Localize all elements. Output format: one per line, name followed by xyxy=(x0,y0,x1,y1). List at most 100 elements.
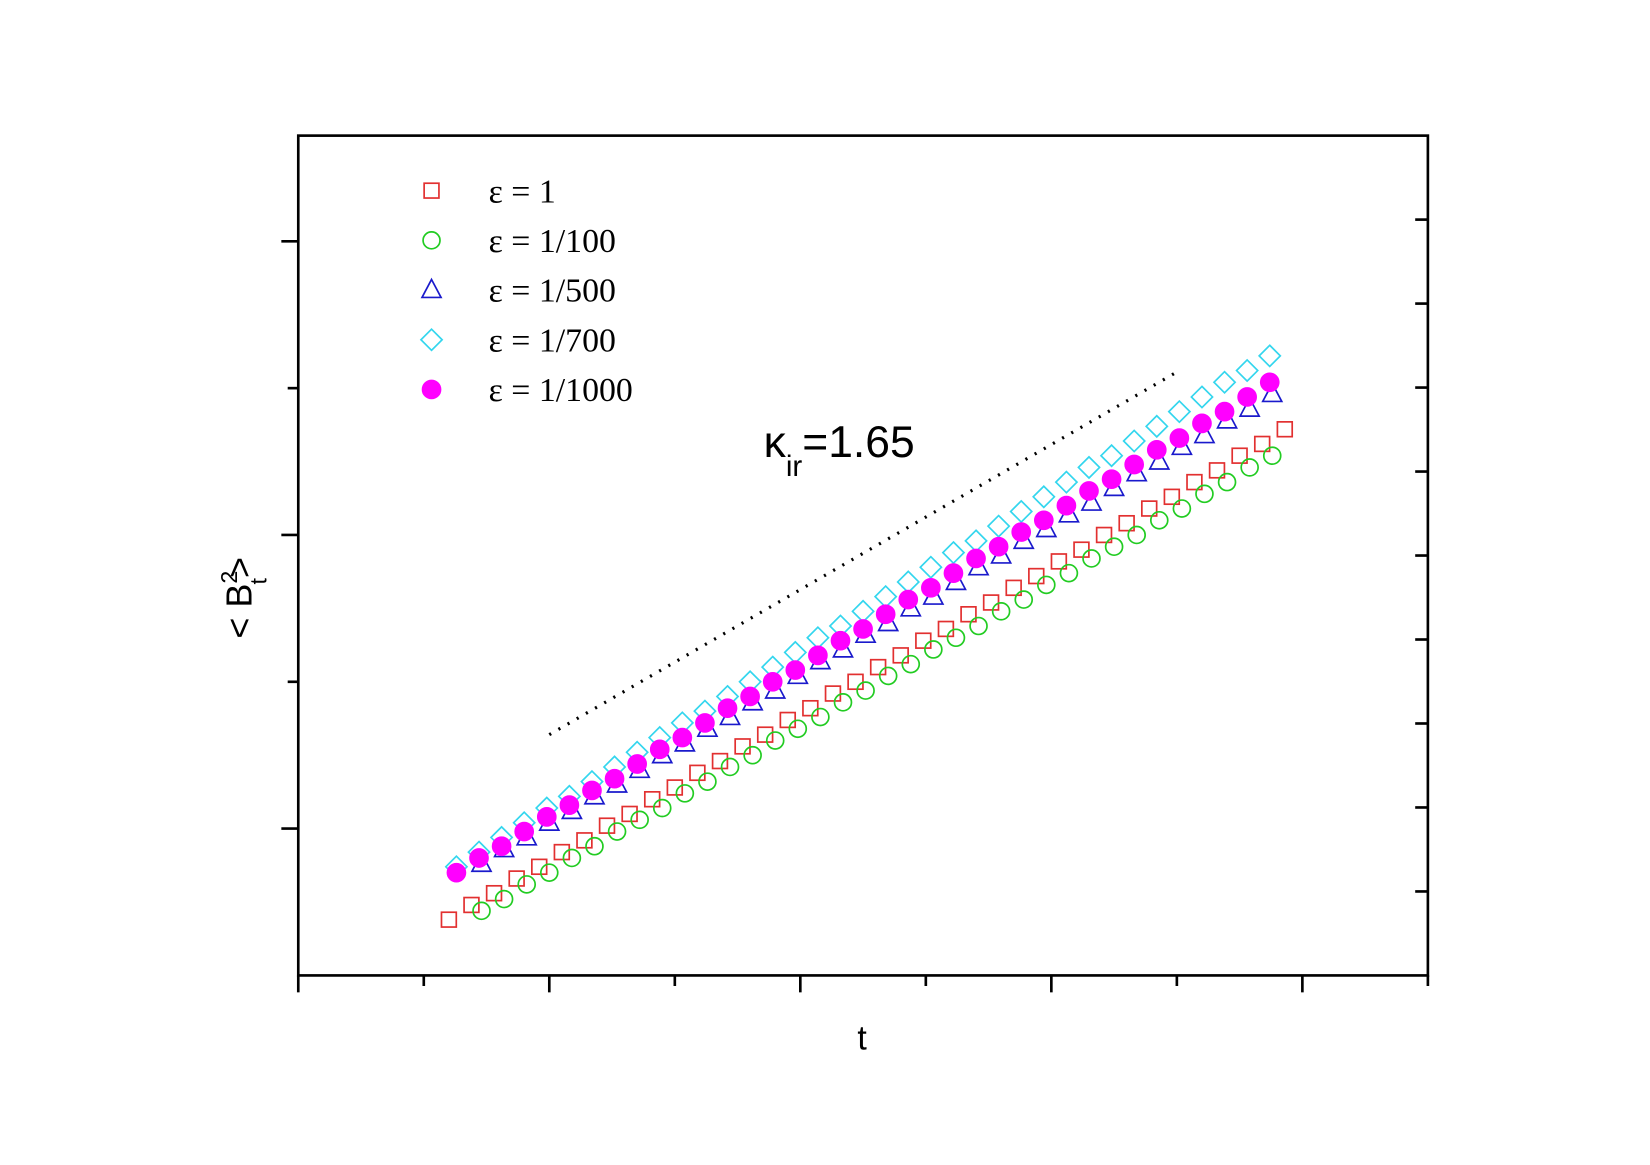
marker-square xyxy=(1276,421,1294,438)
marker-square xyxy=(869,658,887,676)
legend-marker xyxy=(422,231,441,250)
marker-triangle xyxy=(1148,449,1171,470)
annotation-text: =1.65 xyxy=(802,418,914,467)
marker-circle xyxy=(607,822,627,841)
marker-square xyxy=(1005,579,1022,597)
marker-circle xyxy=(517,875,537,894)
marker-circle xyxy=(698,772,717,791)
marker-filled-circle xyxy=(446,862,467,883)
marker-circle xyxy=(765,731,785,750)
marker-circle xyxy=(1172,499,1192,518)
marker-circle xyxy=(946,628,966,648)
marker-diamond xyxy=(1145,414,1169,439)
marker-diamond xyxy=(964,529,988,553)
marker-circle xyxy=(1217,472,1237,492)
marker-square xyxy=(553,843,571,861)
marker-circle xyxy=(494,889,514,909)
legend-label: ε = 1/100 xyxy=(489,223,616,260)
marker-square xyxy=(779,711,797,729)
marker-diamond xyxy=(919,555,943,580)
y-label-sub: t xyxy=(246,577,272,584)
marker-circle xyxy=(1037,575,1056,595)
marker-circle xyxy=(1104,537,1124,557)
marker-diamond xyxy=(1009,499,1033,524)
marker-square xyxy=(1118,514,1135,532)
marker-diamond xyxy=(896,570,921,594)
marker-triangle xyxy=(1261,381,1284,403)
marker-diamond xyxy=(851,599,875,624)
marker-circle xyxy=(1195,484,1214,504)
marker-circle xyxy=(652,798,672,818)
marker-circle xyxy=(788,719,808,739)
marker-square xyxy=(598,817,616,834)
marker-circle xyxy=(924,640,943,659)
marker-square xyxy=(440,911,458,928)
marker-square xyxy=(1163,488,1181,506)
marker-square xyxy=(1253,435,1271,453)
marker-circle xyxy=(562,848,582,868)
marker-filled-circle xyxy=(785,660,806,680)
marker-square xyxy=(1186,473,1203,491)
marker-square xyxy=(576,832,593,849)
legend-label: ε = 1/500 xyxy=(489,273,616,310)
marker-circle xyxy=(630,810,649,830)
marker-square xyxy=(892,647,909,664)
marker-circle xyxy=(585,836,604,856)
marker-square xyxy=(689,764,706,782)
marker-circle xyxy=(743,745,762,765)
marker-filled-circle xyxy=(740,686,760,707)
marker-circle xyxy=(811,707,830,727)
marker-filled-circle xyxy=(1192,413,1212,434)
marker-circle xyxy=(856,681,875,700)
marker-circle xyxy=(1149,510,1169,530)
marker-square xyxy=(1208,462,1226,479)
marker-square xyxy=(1050,553,1068,570)
marker-diamond xyxy=(806,625,830,650)
legend-marker xyxy=(420,277,443,299)
x-axis-label: t xyxy=(857,1019,867,1057)
marker-square xyxy=(485,884,503,902)
y-label-left: < B xyxy=(219,584,260,639)
marker-filled-circle xyxy=(649,739,670,760)
marker-square xyxy=(802,699,819,717)
legend-marker xyxy=(423,182,440,199)
marker-circle xyxy=(472,901,491,921)
marker-circle xyxy=(969,616,988,636)
marker-square xyxy=(1073,541,1090,558)
marker-diamond xyxy=(783,640,808,665)
marker-diamond xyxy=(1190,385,1214,409)
marker-diamond xyxy=(873,584,898,609)
marker-circle xyxy=(1127,525,1147,545)
marker-square xyxy=(937,620,955,638)
marker-filled-circle xyxy=(1033,510,1054,531)
marker-square xyxy=(960,606,977,623)
marker-filled-circle xyxy=(1056,495,1077,516)
legend-marker xyxy=(421,379,442,400)
marker-square xyxy=(847,673,864,691)
marker-filled-circle xyxy=(1259,372,1280,393)
marker-filled-circle xyxy=(717,698,738,719)
marker-filled-circle xyxy=(469,848,489,868)
y-label-right: > xyxy=(219,557,260,578)
annotation: κir=1.65 xyxy=(764,418,915,483)
annotation-symbol: κ xyxy=(764,418,787,467)
marker-filled-circle xyxy=(604,768,625,789)
marker-square xyxy=(1231,447,1248,464)
legend-label: ε = 1/1000 xyxy=(489,372,633,409)
marker-circle xyxy=(539,863,559,882)
marker-diamond xyxy=(1099,443,1124,468)
marker-filled-circle xyxy=(1146,439,1167,460)
marker-diamond xyxy=(1257,344,1282,368)
marker-circle xyxy=(1082,549,1101,568)
marker-filled-circle xyxy=(943,563,964,583)
marker-filled-circle xyxy=(966,548,986,569)
marker-filled-circle xyxy=(1011,522,1032,542)
marker-filled-circle xyxy=(536,807,557,827)
marker-filled-circle xyxy=(514,821,535,842)
marker-filled-circle xyxy=(853,619,873,639)
marker-filled-circle xyxy=(695,713,715,733)
marker-diamond xyxy=(1212,370,1237,395)
marker-circle xyxy=(720,757,740,777)
marker-square xyxy=(463,896,480,914)
marker-diamond xyxy=(1235,358,1259,383)
